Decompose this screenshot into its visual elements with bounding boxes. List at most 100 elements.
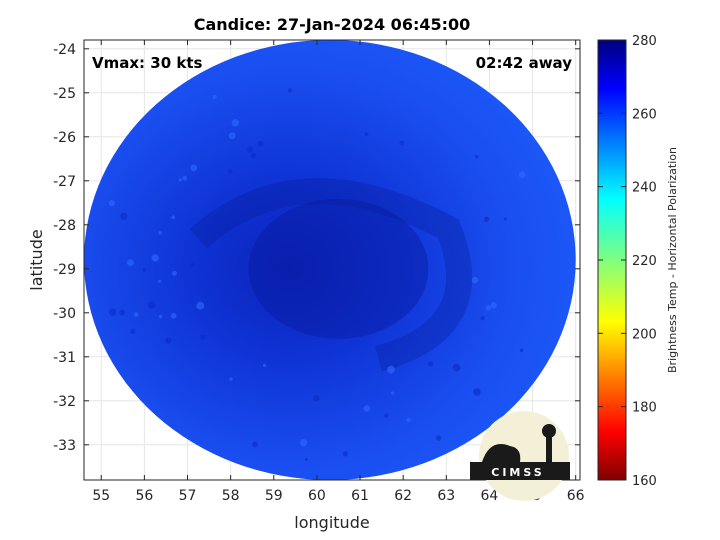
swath-image [84, 40, 576, 480]
logo-band [470, 462, 570, 480]
texture-speckle [391, 391, 395, 395]
texture-speckle [196, 301, 205, 310]
texture-speckle [471, 276, 479, 284]
colorbar: 280 260 240 220 200 180 160 Brightness Temp - … [597, 34, 679, 489]
swath-texture [108, 88, 526, 461]
texture-speckle [171, 270, 177, 276]
chart-title: Candice: 27-Jan-2024 06:45:00 [194, 15, 471, 34]
texture-speckle [108, 200, 115, 207]
x-tick-label: 66 [567, 488, 585, 504]
texture-speckle [435, 435, 442, 441]
texture-speckle [119, 309, 126, 316]
texture-speckle [151, 254, 159, 262]
texture-speckle [304, 457, 308, 461]
texture-speckle [126, 259, 134, 267]
colorbar-tick-label: 160 [632, 474, 657, 489]
texture-speckle [142, 268, 147, 272]
x-tick-label: 63 [437, 488, 455, 504]
plot-area: 555657585960616263646566 -24-25-26-27-28… [53, 39, 585, 504]
logo-text: CIMSS [491, 466, 544, 479]
texture-speckle [342, 451, 348, 457]
texture-speckle [480, 316, 485, 321]
colorbar-tick-label: 200 [632, 327, 657, 342]
texture-speckle [312, 394, 320, 402]
texture-speckle [250, 152, 257, 159]
plot-frame [83, 39, 581, 481]
texture-speckle [147, 301, 156, 309]
texture-speckle [485, 305, 492, 311]
cimss-logo: CIMSS [470, 411, 570, 501]
texture-speckle [399, 140, 405, 146]
colorbar-title: Brightness Temp - Horizontal Polarizatio… [666, 147, 679, 373]
texture-speckle [452, 363, 461, 372]
texture-speckle [247, 146, 254, 153]
logo-dish [482, 444, 521, 462]
texture-speckle [519, 348, 524, 353]
y-tick-label: -24 [53, 42, 76, 58]
texture-speckle [287, 88, 293, 93]
texture-speckle [170, 313, 177, 319]
texture-speckle [473, 388, 481, 396]
texture-speckle [364, 132, 369, 137]
y-tick-label: -32 [53, 394, 76, 410]
texture-speckle [158, 314, 163, 319]
texture-speckle [427, 361, 434, 367]
x-tick-label: 60 [308, 488, 326, 504]
texture-speckle [231, 119, 240, 127]
texture-speckle [363, 405, 370, 412]
x-tick-label: 62 [394, 488, 412, 504]
x-tick-label: 55 [92, 488, 110, 504]
colorbar-ticks: 280 260 240 220 200 180 160 [598, 34, 657, 489]
texture-speckle [406, 417, 411, 423]
y-tick-label: -31 [53, 350, 76, 366]
x-tick-label: 58 [222, 488, 240, 504]
texture-speckle [178, 178, 182, 182]
y-tick-label: -27 [53, 174, 76, 190]
texture-speckle [171, 215, 176, 220]
y-tick-label: -26 [53, 130, 76, 146]
x-tick-label: 64 [481, 488, 499, 504]
texture-speckle [518, 171, 526, 179]
y-tick-label: -25 [53, 86, 76, 102]
texture-speckle [182, 175, 187, 181]
texture-speckle [212, 94, 217, 99]
y-axis: -24 -25 -26 -27 -28 -29 -30 -31 -32 -33 [53, 42, 580, 454]
texture-speckle [252, 441, 259, 448]
texture-speckle [383, 413, 389, 418]
texture-speckle [503, 217, 507, 221]
texture-speckle [257, 140, 264, 147]
spiral-band [189, 178, 473, 372]
cyclone-core [248, 198, 429, 339]
texture-speckle [299, 439, 308, 447]
colorbar-tick-label: 220 [632, 254, 657, 269]
texture-speckle [228, 132, 236, 140]
colorbar-tick-label: 260 [632, 107, 657, 122]
texture-speckle [490, 302, 497, 309]
y-tick-label: -28 [53, 218, 76, 234]
texture-speckle [262, 363, 267, 368]
texture-speckle [120, 212, 128, 220]
texture-speckle [200, 334, 206, 340]
y-tick-label: -33 [53, 438, 76, 454]
texture-speckle [227, 169, 233, 175]
x-tick-label: 57 [179, 488, 197, 504]
x-tick-label: 56 [135, 488, 153, 504]
texture-speckle [108, 308, 117, 316]
texture-speckle [165, 337, 172, 344]
colorbar-tick-label: 240 [632, 181, 657, 196]
logo-tower-top [542, 424, 556, 438]
y-tick-label: -30 [53, 306, 76, 322]
y-axis-title: latitude [27, 229, 46, 290]
logo-tower [546, 434, 552, 462]
y-tick-label: -29 [53, 262, 76, 278]
texture-speckle [158, 231, 162, 235]
texture-speckle [394, 364, 398, 368]
texture-speckle [474, 155, 479, 159]
texture-speckle [484, 216, 490, 222]
x-tick-label: 61 [351, 488, 369, 504]
colorbar-tick-label: 280 [632, 34, 657, 49]
x-tick-label: 59 [265, 488, 283, 504]
texture-speckle [190, 262, 196, 267]
texture-speckle [201, 217, 206, 222]
